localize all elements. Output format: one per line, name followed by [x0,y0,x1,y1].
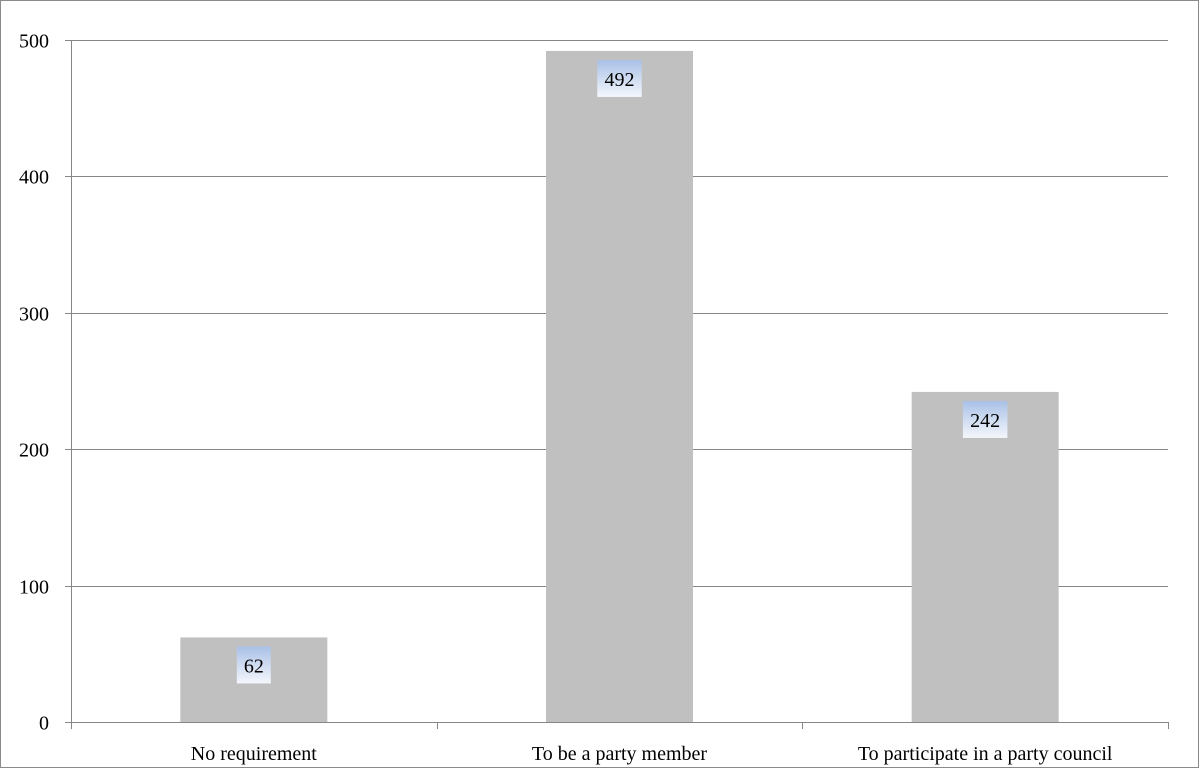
x-tick-label: To participate in a party council [858,743,1113,765]
data-label: 242 [970,410,1000,432]
y-tick-label: 0 [39,713,49,735]
y-tick-label: 500 [19,31,49,53]
y-tick-label: 400 [19,167,49,189]
data-label: 62 [244,655,264,677]
y-tick-label: 100 [19,577,49,599]
bar [911,391,1059,722]
x-axis-tick-labels: No requirement To be a party member To par… [191,743,1113,765]
x-tick-label: No requirement [191,743,318,765]
y-tick-label: 300 [19,304,49,326]
bar [546,50,693,723]
bars [180,50,1059,723]
data-label-box [962,400,1008,438]
y-tick-label: 200 [19,440,49,462]
data-label: 492 [605,69,635,91]
axes [71,40,1169,729]
data-label-box [597,59,642,97]
data-label-box [236,646,271,684]
data-labels: 62 492 242 [236,59,1008,684]
x-tick-label: To be a party member [532,743,708,765]
y-axis-tick-labels: 0 100 200 300 400 500 [19,31,49,735]
